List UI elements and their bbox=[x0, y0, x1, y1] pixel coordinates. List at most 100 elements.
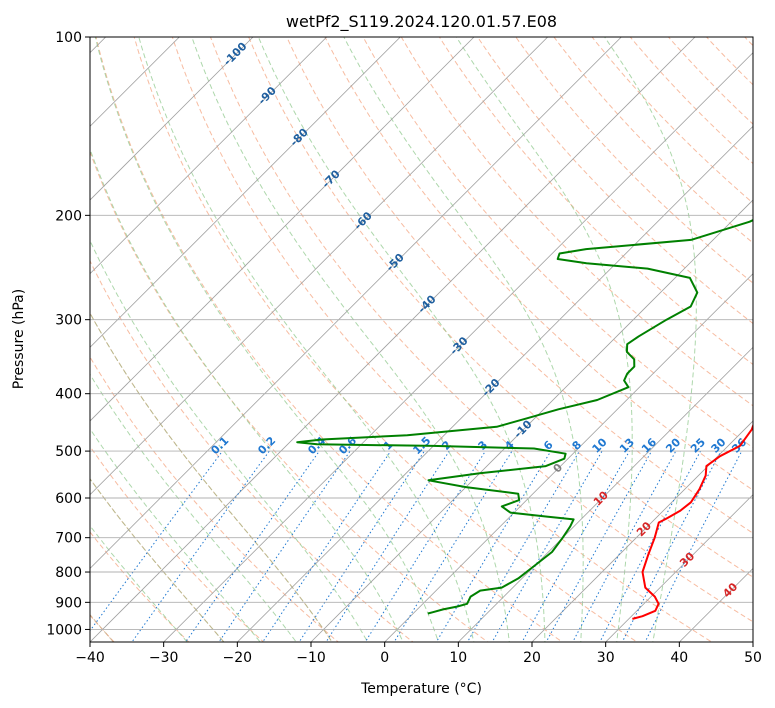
isotherm-line bbox=[90, 37, 622, 569]
isotherm-label: 20 bbox=[634, 519, 654, 539]
isotherm-label: 30 bbox=[677, 549, 697, 569]
y-tick-label: 500 bbox=[55, 444, 82, 460]
isotherm-line bbox=[310, 199, 753, 642]
mixing-ratio-label: 0.2 bbox=[255, 434, 278, 457]
x-tick-label: −20 bbox=[223, 650, 253, 666]
dry-adiabat-line bbox=[362, 37, 753, 449]
x-tick-label: 10 bbox=[449, 650, 467, 666]
isotherm-line bbox=[90, 37, 696, 642]
mixing-ratio-line bbox=[435, 450, 552, 642]
mixing-ratio-line bbox=[621, 450, 722, 642]
dry-adiabat-line bbox=[667, 37, 753, 125]
dry-adiabat-line bbox=[90, 259, 414, 642]
mixing-ratio-line bbox=[262, 450, 392, 642]
moist-adiabat-line bbox=[257, 37, 546, 642]
dry-adiabat-line bbox=[286, 37, 753, 534]
isotherm-line bbox=[752, 641, 753, 642]
mixing-ratio-line bbox=[218, 450, 351, 642]
pressure-gridlines bbox=[90, 37, 753, 630]
x-tick-label: 40 bbox=[670, 650, 688, 666]
isotherm-label: -90 bbox=[256, 84, 279, 107]
moist-adiabat-line bbox=[90, 239, 369, 642]
x-tick-label: −40 bbox=[75, 650, 105, 666]
isotherm-line bbox=[236, 125, 753, 642]
moist-adiabat-line bbox=[455, 37, 633, 642]
dry-adiabat-line bbox=[476, 37, 753, 325]
isotherm-line bbox=[605, 494, 753, 642]
temperature-profile-line bbox=[632, 423, 753, 620]
dry-adiabat-line bbox=[90, 445, 265, 642]
isotherm-line bbox=[0, 10, 59, 654]
chart-title: wetPf2_S119.2024.120.01.57.E08 bbox=[286, 12, 557, 32]
x-tick-label: 50 bbox=[744, 650, 762, 666]
mixing-ratio-label: 10 bbox=[590, 435, 610, 455]
dry-adiabat-line bbox=[400, 37, 753, 407]
isotherm-label: -20 bbox=[479, 376, 502, 399]
profile-series bbox=[296, 219, 753, 620]
y-tick-label: 400 bbox=[55, 387, 82, 403]
mixing-ratio-line bbox=[644, 450, 743, 642]
dry-adiabat-line bbox=[591, 37, 753, 204]
isotherm-line bbox=[90, 37, 254, 201]
dry-adiabat-line bbox=[248, 37, 753, 578]
y-tick-label: 700 bbox=[55, 531, 82, 547]
y-tick-label: 100 bbox=[55, 30, 82, 46]
y-tick-label: 600 bbox=[55, 491, 82, 507]
mixing-ratio-line bbox=[545, 450, 653, 642]
theta-e-line bbox=[90, 613, 115, 642]
isotherm-line bbox=[90, 37, 475, 422]
y-tick-label: 1000 bbox=[46, 622, 82, 638]
moist-adiabat-line bbox=[90, 524, 188, 642]
isotherm-line bbox=[90, 37, 180, 127]
dry-adiabat-line bbox=[90, 356, 340, 642]
moist-adiabat-line bbox=[90, 147, 404, 642]
mixing-ratio-line bbox=[131, 450, 270, 642]
mixing-ratio-line bbox=[325, 450, 450, 642]
dry-adiabat-line bbox=[705, 37, 753, 86]
mixing-ratio-label: 0.1 bbox=[208, 434, 231, 457]
dry-adiabat-line bbox=[133, 37, 638, 642]
y-axis-label: Pressure (hPa) bbox=[11, 289, 27, 389]
plot-frame bbox=[89, 36, 754, 643]
dry-adiabat-line bbox=[90, 531, 190, 642]
moist-adiabat-line bbox=[90, 373, 297, 642]
x-tick-label: −10 bbox=[296, 650, 326, 666]
y-tick-label: 900 bbox=[55, 595, 82, 611]
background-lines bbox=[0, 10, 753, 654]
isotherm-line bbox=[163, 52, 753, 642]
isotherm-label: 40 bbox=[720, 580, 740, 600]
x-axis-ticks: −40 −30 −20 −10 0 10 20 30 40 50 bbox=[75, 642, 762, 666]
mixing-ratio-line bbox=[185, 450, 320, 642]
x-axis-label: Temperature (°C) bbox=[360, 681, 482, 697]
x-tick-label: 30 bbox=[597, 650, 615, 666]
isotherm-label: -50 bbox=[384, 251, 407, 274]
dry-adiabat-line bbox=[553, 37, 753, 244]
mixing-ratio-label: 0.4 bbox=[305, 434, 328, 457]
mixing-ratio-label: 16 bbox=[639, 435, 659, 455]
isotherm-line bbox=[457, 346, 753, 642]
dry-adiabat-line bbox=[90, 150, 489, 642]
isotherm-line bbox=[531, 420, 753, 642]
y-tick-label: 200 bbox=[55, 208, 82, 224]
y-tick-label: 300 bbox=[55, 313, 82, 329]
isotherm-label: -100 bbox=[221, 39, 250, 68]
x-tick-label: −30 bbox=[149, 650, 179, 666]
moist-adiabat-line bbox=[90, 427, 261, 642]
isotherm-line bbox=[90, 37, 549, 496]
y-tick-label: 800 bbox=[55, 565, 82, 581]
dry-adiabat-line bbox=[209, 37, 753, 623]
x-tick-label: 20 bbox=[523, 650, 541, 666]
isotherm-label: -80 bbox=[288, 126, 311, 149]
mixing-ratio-line bbox=[491, 450, 603, 642]
y-axis-ticks: 100 200 300 400 500 600 700 800 900 1000 bbox=[46, 30, 90, 638]
isotherm-line bbox=[90, 37, 401, 348]
isotherm-label: -60 bbox=[352, 209, 375, 232]
dry-adiabat-line bbox=[744, 37, 753, 47]
isotherm-line bbox=[384, 273, 753, 642]
isotherm-label: 10 bbox=[591, 488, 611, 508]
mixing-ratio-line bbox=[298, 450, 425, 642]
moist-adiabat-line bbox=[90, 477, 225, 642]
mixing-ratio-label: 25 bbox=[688, 436, 708, 456]
dry-adiabat-line bbox=[171, 37, 713, 642]
